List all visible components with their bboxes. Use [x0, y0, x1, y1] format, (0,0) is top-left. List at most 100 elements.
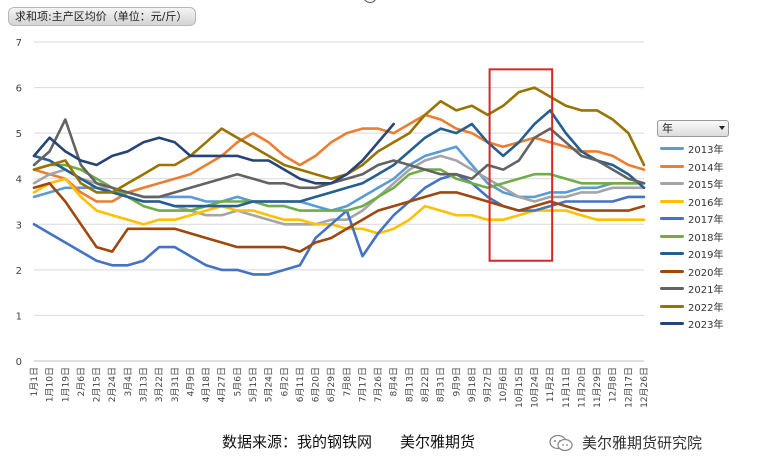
- x-tick-label: 4月9日: [185, 367, 196, 396]
- watermark: 美尔雅期货研究院: [548, 432, 702, 453]
- y-tick-label: 3: [16, 220, 22, 231]
- dropdown-arrow-icon: [719, 126, 725, 130]
- x-tick-label: 2月6日: [76, 367, 87, 396]
- legend-label: 2014年: [688, 162, 724, 174]
- legend-item: 2015年: [660, 175, 723, 193]
- field-button[interactable]: 求和项:主产区均价（单位：元/斤）: [8, 7, 196, 26]
- legend-swatch: [660, 182, 684, 186]
- series-line: [32, 86, 646, 194]
- legend-label: 2013年: [688, 145, 724, 157]
- y-tick-label: 6: [16, 84, 22, 95]
- legend-item: 2017年: [660, 210, 723, 228]
- x-tick-label: 7月17日: [357, 367, 368, 402]
- y-tick-label: 5: [16, 129, 22, 140]
- legend-swatch: [660, 234, 684, 238]
- x-tick-label: 2月15日: [92, 367, 103, 402]
- x-tick-label: 1月10日: [45, 367, 56, 402]
- legend-swatch: [660, 217, 684, 221]
- x-tick-label: 10月24日: [530, 367, 541, 408]
- x-tick-label: 6月2日: [279, 367, 290, 396]
- wechat-icon: [549, 434, 573, 451]
- series-line: [32, 182, 646, 253]
- x-tick-label: 12月8日: [608, 367, 619, 402]
- series-line: [32, 122, 395, 185]
- x-tick-label: 7月8日: [342, 367, 353, 396]
- x-tick-label: 4月27日: [217, 367, 228, 402]
- x-tick-label: 1月1日: [29, 367, 40, 396]
- x-tick-label: 9月18日: [467, 367, 478, 402]
- legend-swatch: [660, 269, 684, 273]
- x-tick-label: 9月27日: [483, 367, 494, 402]
- legend-item: 2019年: [660, 245, 723, 263]
- legend-swatch: [660, 164, 684, 168]
- x-tick-label: 3月22日: [154, 367, 165, 402]
- x-tick-label: 4月18日: [201, 367, 212, 402]
- legend-swatch: [660, 252, 684, 256]
- legend-swatch: [660, 147, 684, 151]
- brand-label: 美尔雅期货: [400, 433, 476, 451]
- x-tick-label: 8月4日: [389, 367, 400, 396]
- x-tick-label: 6月11日: [295, 367, 306, 402]
- legend-label: 2016年: [688, 197, 724, 209]
- x-tick-label: 10月15日: [514, 367, 525, 408]
- x-tick-label: 1月19日: [60, 367, 71, 402]
- legend-item: 2018年: [660, 228, 723, 246]
- x-tick-label: 5月6日: [232, 367, 243, 396]
- legend: 2013年 2014年 2015年 2016年 2017年 2018年 2019年 2020年…: [660, 140, 723, 333]
- y-axis: 0 1 2 3 4 5 6 7: [16, 38, 22, 368]
- x-tick-label: 11月2日: [545, 367, 556, 402]
- series-line: [32, 172, 646, 276]
- legend-swatch: [660, 304, 684, 308]
- x-tick-label: 11月29日: [592, 367, 603, 408]
- legend-label: 2015年: [688, 180, 724, 192]
- x-tick-label: 12月26日: [639, 367, 650, 408]
- x-tick-label: 2月24日: [107, 367, 118, 402]
- series-line: [32, 109, 646, 208]
- x-tick-label: 9月9日: [451, 367, 462, 396]
- legend-item: 2023年: [660, 315, 723, 333]
- legend-item: 2020年: [660, 263, 723, 281]
- x-tick-label: 6月29日: [326, 367, 337, 402]
- series-line: [32, 118, 646, 199]
- x-tick-label: 12月17日: [623, 367, 634, 408]
- legend-swatch: [660, 322, 684, 326]
- x-tick-label: 11月20日: [576, 367, 587, 408]
- x-tick-label: 7月26日: [373, 367, 384, 402]
- x-tick-label: 3月13日: [138, 367, 149, 402]
- series-lines: [32, 86, 646, 276]
- y-tick-label: 1: [16, 311, 22, 322]
- y-tick-label: 2: [16, 266, 22, 277]
- y-tick-label: 7: [16, 38, 22, 49]
- legend-label: 2018年: [688, 232, 724, 244]
- x-axis: 1月1日 1月10日 1月19日 2月6日 2月15日 2月24日 3月4日 3月13日 3月2…: [29, 360, 650, 408]
- source-label: 数据来源：我的钢铁网: [222, 433, 373, 451]
- x-tick-label: 11月11日: [561, 367, 572, 408]
- legend-label: 2021年: [688, 285, 724, 297]
- legend-item: 2022年: [660, 298, 723, 316]
- x-tick-label: 6月20日: [311, 367, 322, 402]
- x-tick-label: 8月31日: [436, 367, 447, 402]
- legend-label: 2023年: [688, 320, 724, 332]
- x-tick-label: 3月31日: [170, 367, 181, 402]
- legend-filter-dropdown[interactable]: 年: [657, 120, 729, 137]
- x-tick-label: 3月4日: [123, 367, 134, 396]
- y-tick-label: 4: [16, 175, 22, 186]
- legend-swatch: [660, 287, 684, 291]
- series-line: [32, 113, 646, 203]
- source-footer: 数据来源：我的钢铁网 美尔雅期货: [222, 431, 475, 452]
- field-button-label: 求和项:主产区均价（单位：元/斤）: [15, 10, 188, 23]
- legend-label: 2017年: [688, 215, 724, 227]
- series-line: [32, 163, 646, 212]
- x-tick-label: 8月13日: [404, 367, 415, 402]
- legend-item: 2014年: [660, 158, 723, 176]
- x-tick-label: 10月6日: [498, 367, 509, 402]
- legend-item: 2013年: [660, 140, 723, 158]
- legend-label: 2019年: [688, 250, 724, 262]
- legend-swatch: [660, 199, 684, 203]
- highlight-box: [488, 68, 554, 262]
- legend-header-label: 年: [662, 122, 673, 135]
- x-tick-label: 8月22日: [420, 367, 431, 402]
- x-tick-label: 5月15日: [248, 367, 259, 402]
- legend-item: 2016年: [660, 193, 723, 211]
